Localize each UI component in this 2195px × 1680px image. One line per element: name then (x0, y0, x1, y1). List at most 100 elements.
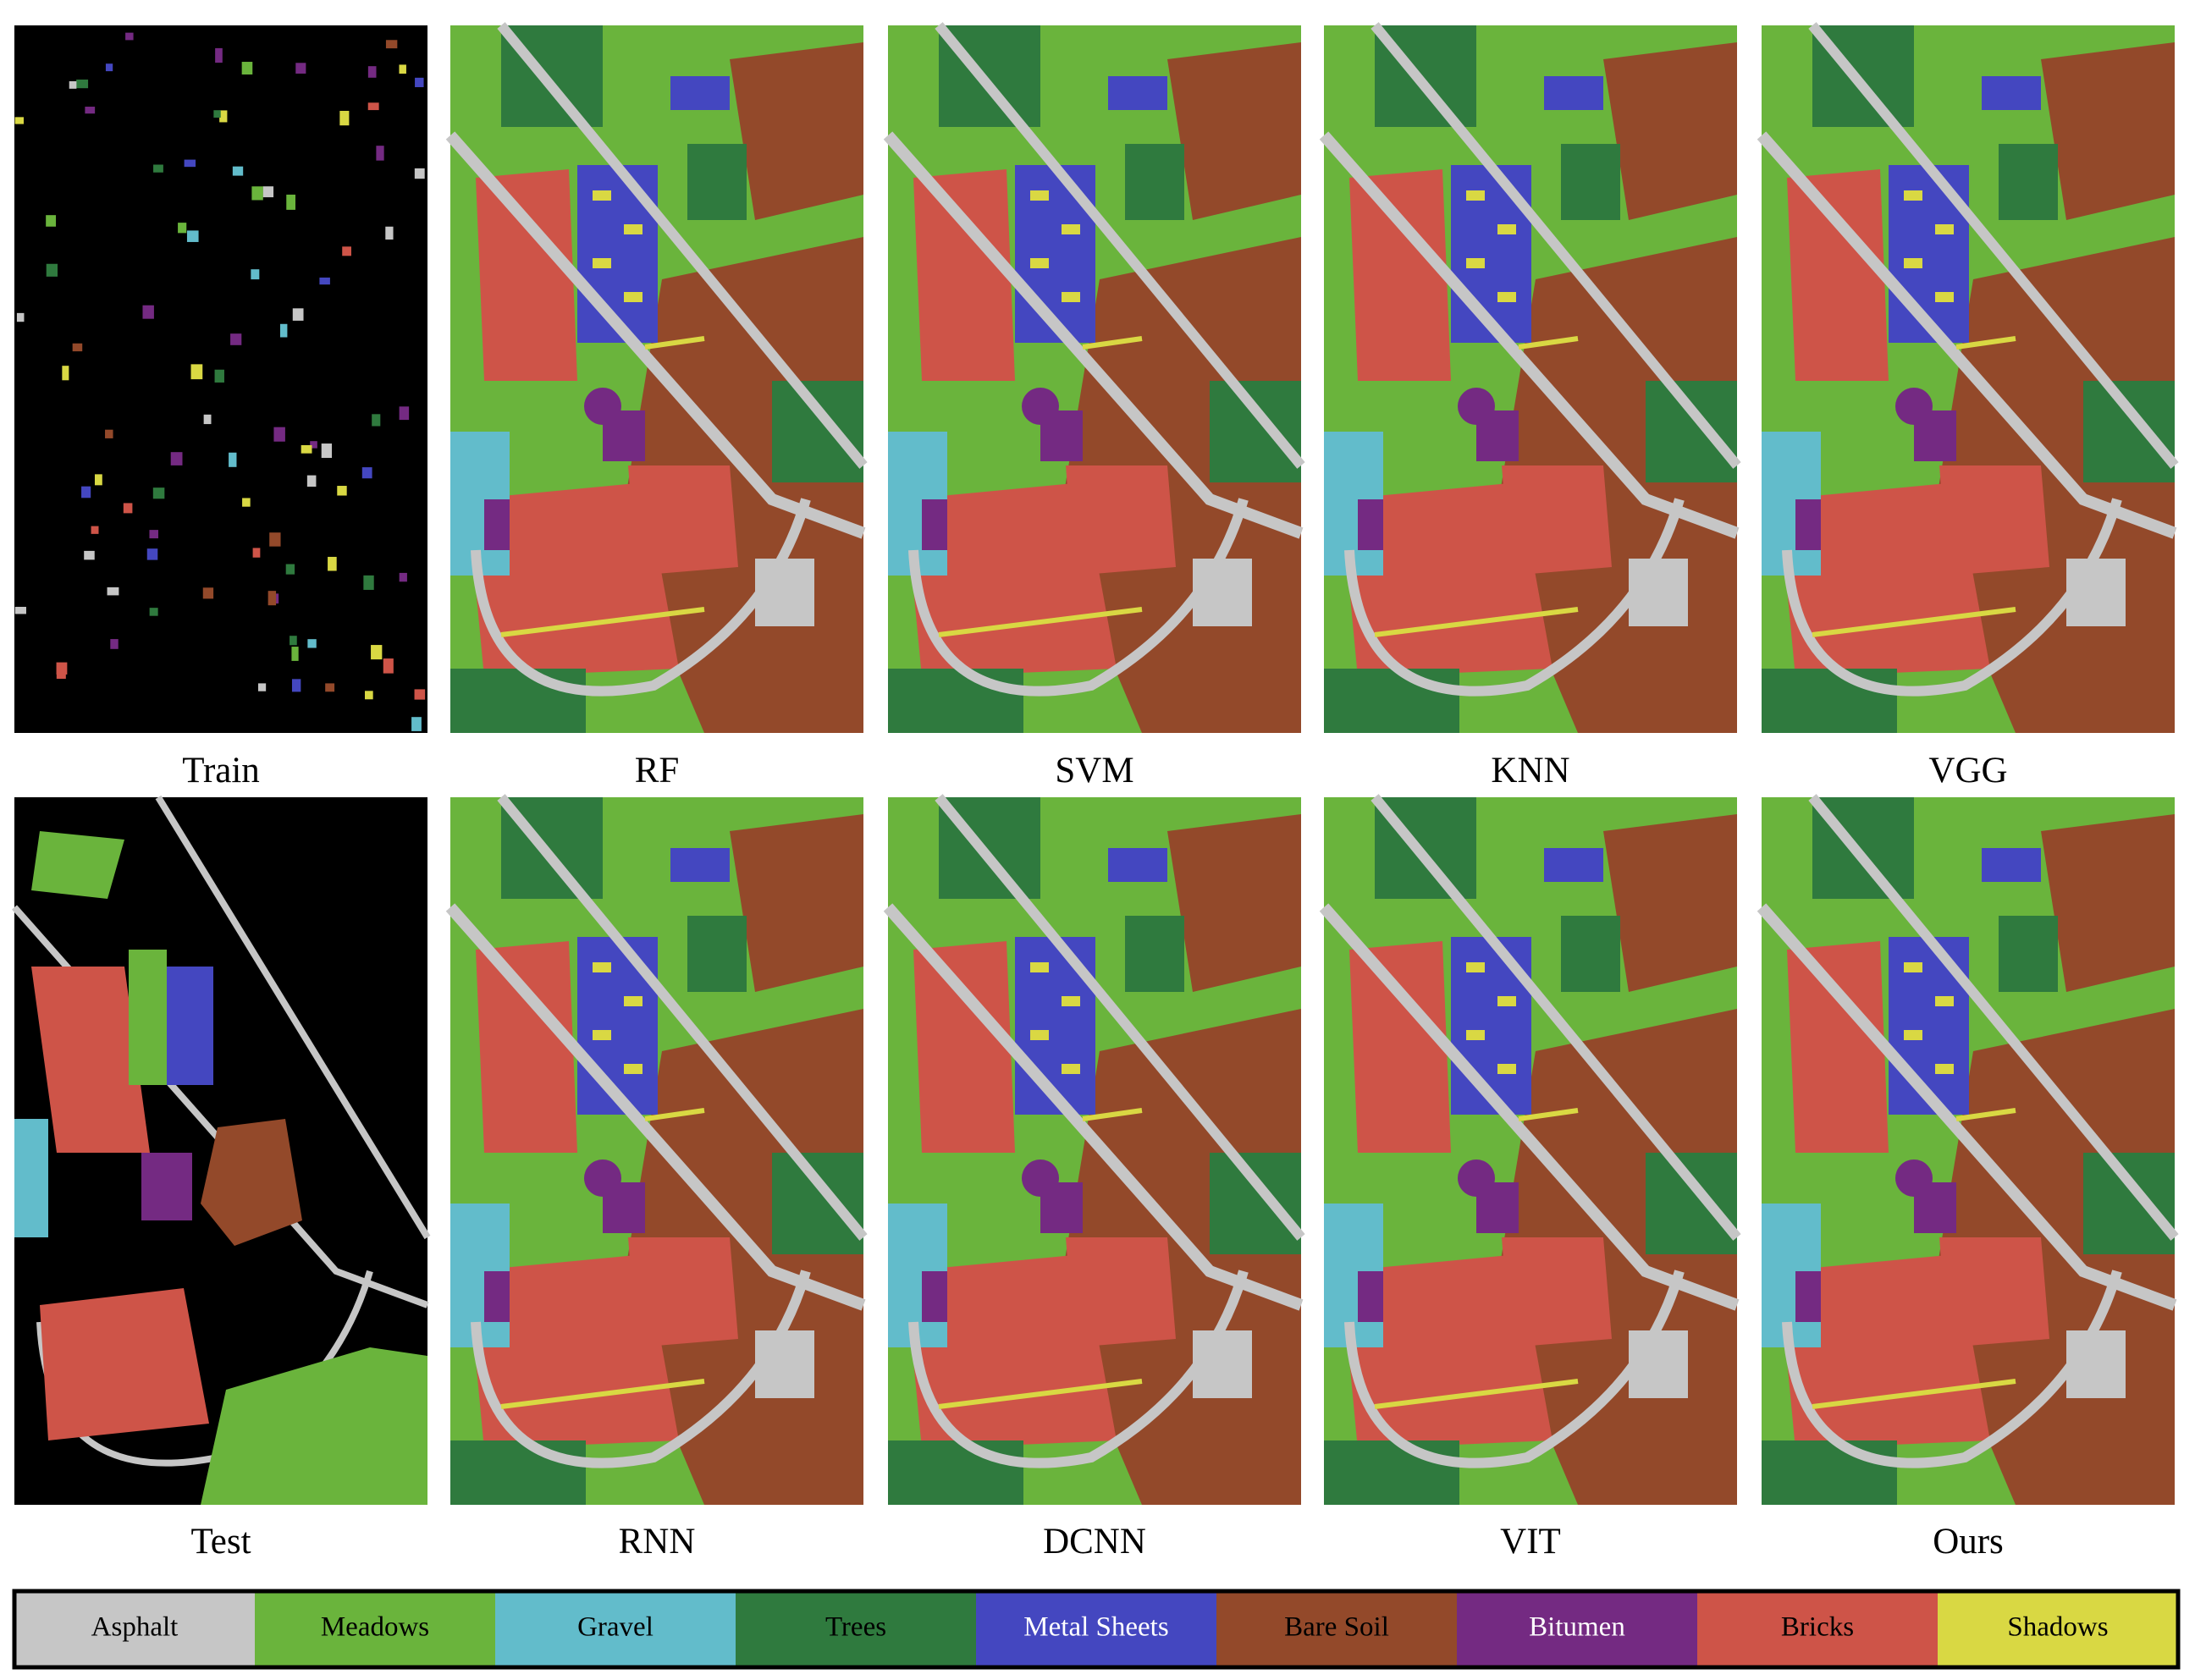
train-sample (229, 452, 237, 467)
train-sample (251, 186, 263, 201)
train-sample (285, 564, 295, 575)
legend-swatch (1938, 1591, 2178, 1667)
train-sample (142, 305, 154, 319)
train-sample (306, 475, 317, 487)
test-map (14, 797, 427, 1505)
legend-label: Bare Soil (1284, 1612, 1389, 1643)
train-sample (14, 117, 25, 124)
train-sample (411, 717, 422, 731)
train-sample (367, 102, 379, 111)
train-sample (203, 414, 212, 425)
classification-map (1324, 797, 1737, 1505)
train-sample (319, 277, 330, 285)
train-sample (46, 215, 57, 227)
classification-map (1762, 25, 2175, 733)
panel-label: SVM (1055, 751, 1133, 790)
legend-swatch (255, 1591, 495, 1667)
train-sample (267, 591, 277, 606)
train-sample (242, 498, 251, 507)
legend-label: Gravel (577, 1612, 654, 1643)
train-sample (279, 323, 288, 338)
panel-label: VIT (1500, 1522, 1561, 1562)
panel-label: DCNN (1043, 1522, 1146, 1562)
train-sample (107, 587, 119, 596)
train-sample (342, 246, 351, 256)
train-sample (363, 575, 374, 590)
panel: RNN (450, 797, 863, 1562)
train-sample (202, 587, 214, 599)
train-sample (84, 550, 95, 560)
train-sample (186, 230, 199, 242)
panel: Test (14, 797, 427, 1562)
train-sample (399, 406, 410, 421)
train-sample (414, 168, 425, 179)
train-sample (258, 683, 267, 691)
train-sample (292, 308, 304, 321)
train-sample (385, 40, 398, 49)
classification-map (450, 797, 863, 1505)
train-sample (365, 691, 373, 700)
train-sample (190, 364, 203, 380)
panel-label: KNN (1491, 751, 1569, 790)
panel: RF (450, 25, 863, 790)
panel-label: RF (635, 751, 680, 790)
legend-label: Bricks (1781, 1612, 1854, 1643)
train-sample (372, 414, 381, 427)
train-sample (178, 223, 187, 234)
legend-label: Trees (825, 1612, 886, 1643)
train-sample (219, 110, 228, 123)
train-sample (414, 689, 426, 700)
train-sample (14, 607, 26, 614)
classification-map (888, 25, 1301, 733)
train-sample (301, 444, 312, 454)
train-sample (241, 62, 253, 75)
panel: Train (14, 25, 427, 790)
legend-label: Asphalt (91, 1612, 179, 1643)
train-sample (214, 369, 224, 383)
panel-label: Ours (1933, 1522, 2004, 1562)
panel-label: VGG (1928, 751, 2007, 790)
train-sample (383, 658, 394, 674)
train-sample (399, 64, 406, 74)
train-sample (91, 526, 99, 534)
legend-border (12, 1589, 2181, 1670)
panel: DCNN (888, 797, 1301, 1562)
panel-label: RNN (619, 1522, 696, 1562)
legend-label: Bitumen (1529, 1612, 1625, 1643)
train-sample (232, 166, 244, 176)
panel: Ours (1762, 797, 2175, 1562)
panel: VIT (1324, 797, 1737, 1562)
train-sample (230, 333, 242, 345)
train-sample (415, 77, 424, 87)
train-sample (291, 647, 299, 661)
train-sample (269, 532, 281, 547)
classification-map (1762, 797, 2175, 1505)
train-sample (85, 107, 96, 114)
classification-map (888, 797, 1301, 1505)
train-sample (123, 503, 133, 514)
train-sample (81, 486, 91, 498)
legend-swatch (1697, 1591, 1938, 1667)
train-sample (291, 679, 301, 692)
train-sample (321, 443, 333, 459)
classification-map (1324, 25, 1737, 733)
train-sample (273, 427, 285, 442)
train-sample (310, 441, 317, 449)
train-sample (105, 63, 113, 72)
train-sample (286, 194, 295, 210)
train-sample (361, 467, 372, 479)
legend-label: Meadows (321, 1612, 429, 1643)
legend-swatch (495, 1591, 736, 1667)
train-sample (252, 548, 261, 558)
panel: VGG (1762, 25, 2175, 790)
train-sample (125, 32, 134, 41)
train-sample (328, 556, 337, 571)
train-sample (153, 164, 163, 173)
train-sample (337, 486, 347, 496)
train-sample (184, 159, 196, 168)
legend-swatch (736, 1591, 976, 1667)
legend-swatch (976, 1591, 1216, 1667)
train-sample (152, 487, 165, 499)
